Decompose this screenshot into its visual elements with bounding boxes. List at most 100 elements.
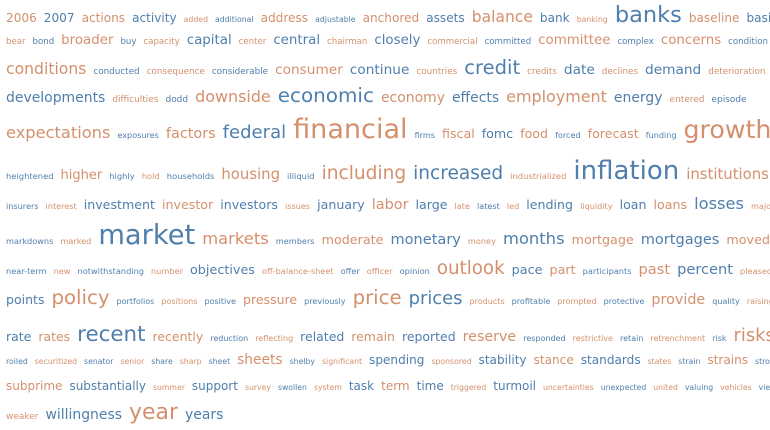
cloud-word: restrictive <box>572 334 613 343</box>
cloud-word: standards <box>580 353 641 367</box>
cloud-word: monetary <box>390 231 461 248</box>
cloud-word: activity <box>132 11 177 25</box>
cloud-word: expectations <box>6 123 111 142</box>
cloud-word: housing <box>221 165 281 183</box>
cloud-word: continue <box>349 62 410 78</box>
cloud-word: task <box>348 379 375 393</box>
cloud-word: related <box>300 329 345 344</box>
cloud-word: products <box>469 297 505 306</box>
cloud-word: officer <box>366 266 393 276</box>
cloud-word: profitable <box>511 297 551 306</box>
cloud-word: broader <box>61 33 114 48</box>
cloud-word: fomc <box>481 126 514 141</box>
cloud-word: marked <box>60 236 92 246</box>
cloud-word: pressure <box>243 292 298 307</box>
cloud-word: stance <box>533 353 574 367</box>
cloud-word: risk <box>712 334 727 343</box>
cloud-word: losses <box>694 194 744 213</box>
cloud-word: difficulties <box>112 95 159 105</box>
cloud-word: reserve <box>462 329 517 345</box>
cloud-word: quality <box>712 297 740 306</box>
cloud-word: growth <box>683 115 770 144</box>
cloud-word: forecast <box>587 126 639 141</box>
cloud-word: notwithstanding <box>77 266 144 276</box>
cloud-word: hold <box>141 171 160 181</box>
word-row: bear bond broader buy capacity capital center c… <box>6 33 768 58</box>
cloud-word: federal <box>222 122 287 143</box>
cloud-word: money <box>467 236 496 246</box>
cloud-word: weaker <box>6 412 39 422</box>
cloud-word: swollen <box>277 383 307 392</box>
cloud-word: uncertainties <box>543 383 594 392</box>
cloud-word: moderate <box>321 233 384 248</box>
word-cloud: 2006 2007 actions activity added additional ad… <box>6 4 770 430</box>
cloud-word: views <box>758 383 770 392</box>
cloud-word: points <box>6 292 45 307</box>
word-row: insurers interest investment investor invest… <box>6 194 770 222</box>
cloud-word: recent <box>77 322 146 347</box>
cloud-word: sheet <box>208 357 231 366</box>
cloud-word: united <box>653 383 678 392</box>
cloud-word: basis <box>746 11 770 25</box>
cloud-word: mortgages <box>640 231 720 248</box>
word-row: developments difficulties dodd downside econ… <box>6 83 766 116</box>
cloud-word: latest <box>476 201 500 211</box>
cloud-word: vehicles <box>720 383 752 392</box>
cloud-word: outlook <box>436 258 505 279</box>
cloud-word: months <box>502 229 565 248</box>
cloud-word: positions <box>161 297 198 306</box>
cloud-word: concerns <box>660 33 722 48</box>
cloud-word: committee <box>538 33 611 48</box>
cloud-word: countries <box>416 67 458 77</box>
cloud-word: led <box>506 201 520 211</box>
cloud-word: 2007 <box>43 11 75 25</box>
cloud-word: commercial <box>427 37 478 47</box>
cloud-word: factors <box>165 126 216 142</box>
word-row: 2006 2007 actions activity added additional ad… <box>6 4 770 34</box>
word-row: conditions conducted consequence considerab… <box>6 58 766 86</box>
cloud-word: january <box>317 197 365 212</box>
cloud-word: entered <box>669 95 705 105</box>
cloud-word: closely <box>374 33 421 48</box>
cloud-word: consumer <box>275 62 343 78</box>
cloud-word: years <box>184 407 224 423</box>
cloud-word: increased <box>413 163 504 184</box>
cloud-word: dodd <box>165 95 189 105</box>
cloud-word: prompted <box>557 297 597 306</box>
cloud-word: economic <box>277 83 374 107</box>
cloud-word: states <box>647 357 672 366</box>
cloud-word: senior <box>120 357 145 366</box>
cloud-word: objectives <box>190 263 255 278</box>
cloud-word: securitized <box>34 357 78 366</box>
cloud-word: unexpected <box>600 383 647 392</box>
cloud-word: capital <box>186 33 232 48</box>
cloud-word: capacity <box>143 37 180 47</box>
cloud-word: large <box>415 197 448 212</box>
cloud-word: committed <box>484 37 532 47</box>
cloud-word: forced <box>555 130 581 140</box>
cloud-word: protective <box>603 297 645 306</box>
cloud-word: recently <box>152 329 204 344</box>
cloud-word: triggered <box>450 383 487 392</box>
cloud-word: inflation <box>573 156 680 186</box>
cloud-word: mortgage <box>571 233 634 248</box>
cloud-word: participants <box>582 266 632 276</box>
cloud-word: late <box>454 201 470 211</box>
cloud-word: heightened <box>6 171 54 181</box>
cloud-word: members <box>275 236 315 246</box>
cloud-word: credits <box>527 67 557 77</box>
cloud-word: conditions <box>6 59 87 78</box>
cloud-word: turmoil <box>493 379 537 393</box>
word-row: subprime substantially summer support survey… <box>6 379 770 402</box>
cloud-word: anchored <box>362 11 420 25</box>
cloud-word: system <box>313 383 342 392</box>
cloud-word: major <box>750 201 770 211</box>
cloud-word: strong <box>755 357 770 366</box>
cloud-word: substantially <box>69 379 146 393</box>
cloud-word: chairman <box>327 37 368 47</box>
cloud-word: liquidity <box>580 201 613 211</box>
cloud-word: time <box>416 379 444 393</box>
word-row: points policy portfolios positions positive p… <box>6 288 770 324</box>
cloud-word: senator <box>84 357 114 366</box>
cloud-word: including <box>321 163 407 184</box>
